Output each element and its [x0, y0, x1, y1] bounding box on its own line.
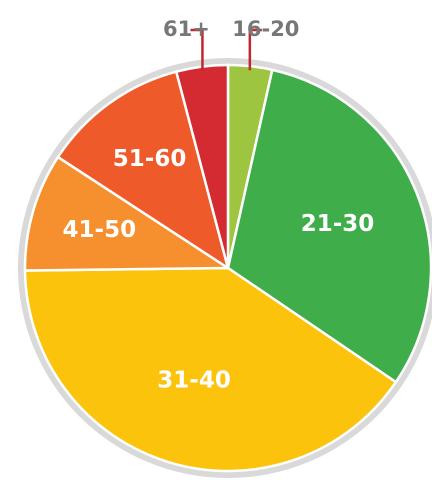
pie-slice: [23, 266, 398, 473]
pie-slice: [56, 70, 231, 271]
pie-slice: [23, 155, 233, 272]
slice-label: 51-60: [113, 146, 187, 172]
slice-label: 21-30: [301, 211, 375, 237]
leader-line: [190, 28, 204, 71]
slice-label: 16-20: [232, 17, 299, 41]
slice-label: 41-50: [63, 217, 137, 243]
slice-label: 31-40: [157, 367, 231, 393]
leader-line: [248, 28, 262, 71]
slice-label: 61+: [163, 17, 210, 41]
pie-slice: [226, 68, 432, 384]
